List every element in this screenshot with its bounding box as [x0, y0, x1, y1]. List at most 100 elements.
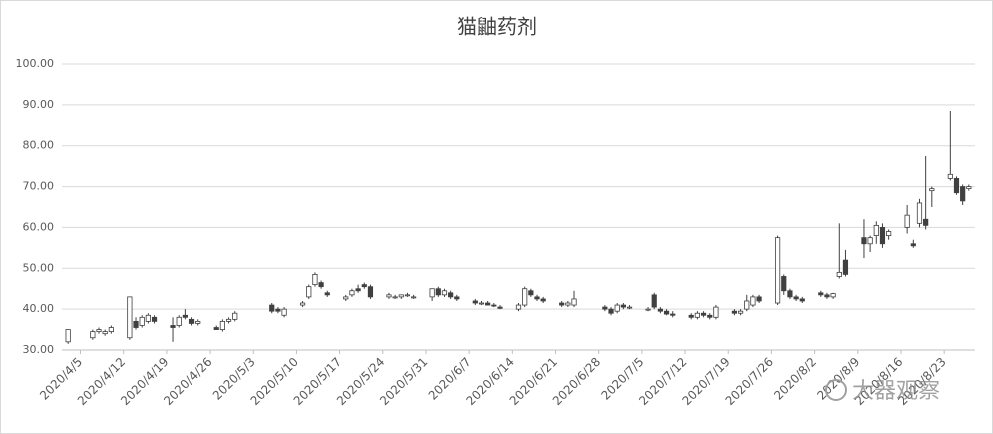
y-tick-label: 90.00: [23, 98, 55, 111]
candle-body: [793, 296, 799, 300]
candle-body: [361, 284, 367, 288]
y-tick-label: 30.00: [23, 343, 55, 356]
candle-body: [700, 312, 707, 316]
candle-body: [225, 318, 232, 322]
candle-body: [534, 296, 540, 300]
candle-body: [515, 304, 522, 310]
candle-body: [435, 288, 441, 296]
candle-body: [145, 314, 151, 322]
candle-body: [367, 286, 374, 298]
candle-body: [571, 298, 577, 306]
candle-body: [713, 306, 719, 318]
candle-body: [108, 327, 114, 333]
candle-body: [836, 271, 842, 277]
candle-body: [774, 237, 781, 304]
candle-body: [349, 290, 355, 296]
candle-body: [830, 293, 836, 298]
candle-body: [916, 202, 923, 224]
candle-body: [90, 331, 96, 339]
candle-body: [602, 306, 608, 310]
candle-body: [176, 316, 182, 326]
candle-body: [645, 308, 651, 311]
candle-body: [232, 312, 238, 320]
candle-body: [818, 292, 824, 296]
candle-body: [540, 298, 546, 302]
candle-body: [744, 300, 750, 310]
candle-body: [923, 218, 929, 226]
candle-body: [620, 304, 626, 308]
candle-body: [404, 294, 411, 297]
y-tick-label: 50.00: [23, 261, 55, 274]
candle-body: [929, 188, 935, 192]
candle-body: [731, 310, 738, 314]
candle-body: [953, 177, 960, 194]
candle-body: [879, 227, 886, 245]
candle-body: [269, 304, 275, 312]
y-tick-label: 60.00: [23, 220, 55, 233]
candle-body: [756, 296, 762, 302]
candle-body: [312, 274, 318, 286]
candle-body: [485, 302, 491, 306]
candle-body: [398, 294, 404, 298]
candle-body: [781, 276, 787, 292]
candle-body: [904, 214, 910, 228]
candle-body: [454, 296, 460, 300]
candle-body: [195, 320, 201, 324]
candle-body: [559, 302, 565, 306]
candle-body: [694, 312, 700, 318]
candle-body: [670, 313, 676, 316]
candle-body: [737, 310, 744, 314]
candle-body: [947, 173, 953, 179]
candle-body: [182, 314, 188, 318]
candle-body: [170, 325, 176, 328]
candle-body: [861, 237, 867, 245]
candle-body: [608, 308, 614, 314]
candle-body: [411, 296, 417, 299]
candle-body: [824, 294, 830, 298]
candle-body: [522, 288, 528, 306]
candle-body: [355, 288, 361, 292]
candle-body: [842, 259, 849, 275]
candle-body: [707, 314, 713, 318]
candle-body: [565, 302, 571, 306]
candle-body: [528, 290, 534, 296]
candle-body: [318, 282, 324, 288]
candle-body: [960, 186, 966, 202]
y-tick-label: 100.00: [16, 57, 55, 70]
candle-body: [873, 224, 879, 236]
candle-body: [127, 296, 133, 339]
candle-body: [299, 302, 306, 306]
watermark-icon: [825, 379, 847, 401]
candle-body: [663, 310, 670, 315]
candle-body: [219, 320, 225, 330]
candle-body: [867, 237, 873, 245]
candle-body: [392, 296, 398, 299]
y-tick-label: 80.00: [23, 139, 55, 152]
candle-body: [497, 306, 503, 309]
candle-body: [65, 329, 71, 343]
candle-body: [478, 302, 485, 305]
watermark: 大器观察: [852, 379, 940, 404]
candle-body: [787, 290, 793, 298]
candle-body: [651, 294, 657, 308]
candle-body: [886, 231, 892, 236]
candle-body: [96, 329, 102, 333]
candle-body: [750, 296, 756, 306]
candle-body: [188, 318, 195, 324]
candle-body: [213, 327, 219, 330]
candle-body: [657, 308, 663, 312]
candle-body: [306, 286, 312, 298]
candle-body: [799, 298, 805, 302]
candle-body: [343, 296, 349, 300]
candle-body: [275, 308, 281, 312]
candle-body: [429, 288, 435, 298]
candle-body: [133, 320, 139, 328]
candle-body: [386, 294, 392, 298]
candle-body: [614, 304, 620, 312]
candle-body: [139, 316, 145, 326]
candle-body: [910, 243, 916, 247]
candle-body: [626, 306, 633, 309]
candle-body: [491, 304, 497, 307]
